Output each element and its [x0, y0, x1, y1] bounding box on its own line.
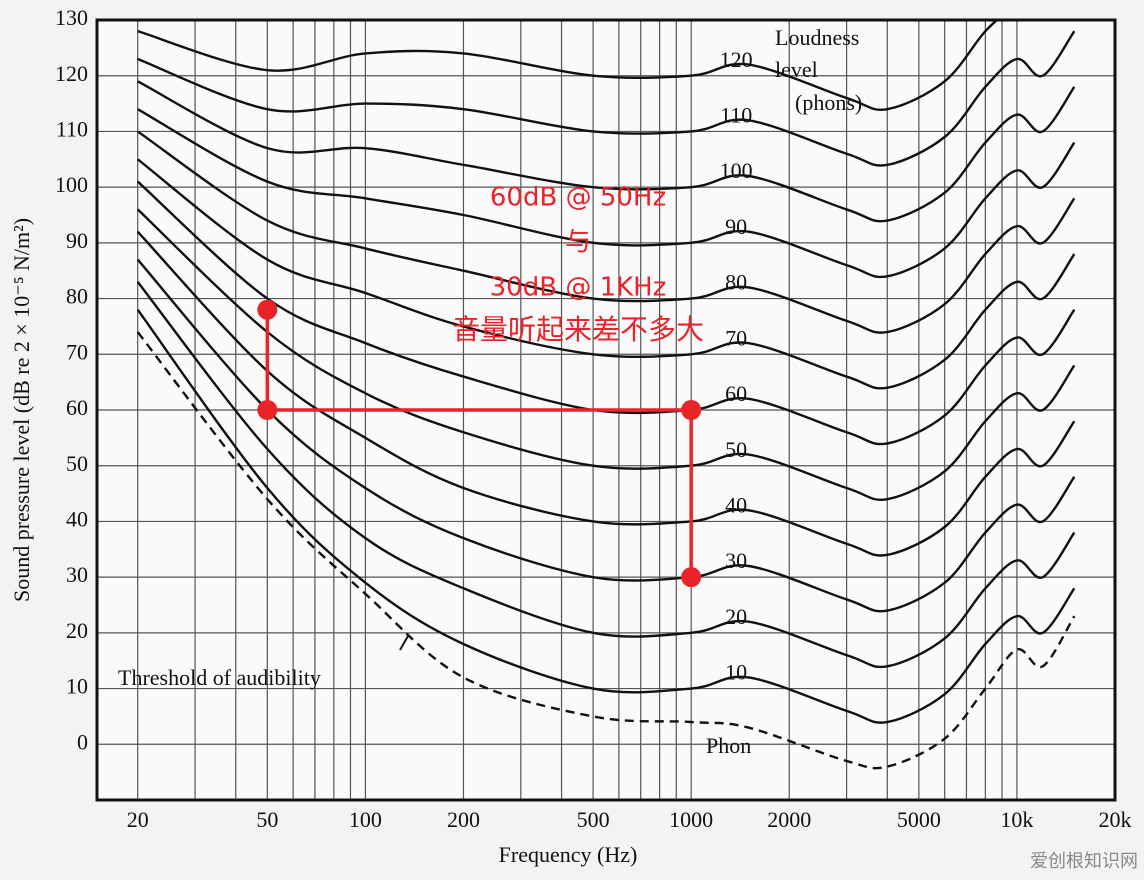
highlight-point: [257, 299, 278, 320]
y-tick-label: 50: [66, 451, 88, 476]
curve-label: 80: [725, 270, 747, 295]
curve-label: 40: [725, 492, 747, 517]
highlight-line: [265, 309, 693, 578]
loudness-curve: [137, 30, 1076, 167]
loudness-curve: [136, 208, 1076, 501]
loudness-curve: [136, 281, 1076, 669]
curve-label: 90: [725, 214, 747, 239]
curve-label: 110: [720, 102, 752, 127]
threshold-pointer: [399, 635, 409, 651]
y-tick-label: 110: [56, 116, 88, 141]
highlight-text: 与: [565, 228, 591, 258]
loudness-curve: [136, 258, 1076, 613]
loudness-curve: [136, 230, 1076, 557]
curve-label: 70: [725, 325, 747, 350]
threshold-label: Threshold of audibility: [118, 665, 321, 690]
highlight-point: [681, 567, 702, 588]
curves: [136, 20, 1076, 770]
y-tick-label: 40: [66, 506, 88, 531]
curve-label: 30: [725, 548, 747, 573]
y-tick-label: 30: [66, 562, 88, 587]
highlight-point: [681, 400, 702, 420]
legend-title: Loudness: [775, 25, 859, 50]
loudness-curve: [137, 108, 1076, 279]
loudness-curve: [137, 80, 1076, 223]
curve-label: 10: [725, 660, 747, 685]
y-tick-label: 100: [55, 172, 88, 197]
highlight-text: 音量听起来差不多大: [452, 313, 704, 346]
highlight-text: 30dB @ 1KHz: [490, 273, 667, 303]
x-tick-label: 10k: [1000, 807, 1033, 832]
loudness-curve: [137, 20, 999, 111]
y-tick-label: 80: [66, 284, 88, 309]
x-tick-label: 2000: [767, 807, 811, 832]
curve-label: 100: [720, 158, 753, 183]
y-tick-label: 130: [55, 5, 88, 30]
highlight-point: [257, 400, 278, 420]
watermark: 爱创根知识网: [1030, 851, 1138, 872]
x-tick-label: 1000: [669, 807, 713, 832]
x-tick-label: 200: [447, 807, 480, 832]
curve-label: 50: [725, 437, 747, 462]
curve-label: 20: [725, 604, 747, 629]
y-tick-label: 10: [66, 674, 88, 699]
y-tick-label: 90: [66, 228, 88, 253]
x-axis-title: Frequency (Hz): [499, 842, 638, 867]
x-tick-label: 100: [349, 807, 382, 832]
phon-label: Phon: [706, 733, 751, 758]
loudness-curve: [136, 309, 1076, 724]
loudness-curve: [136, 158, 1076, 390]
y-tick-label: 70: [66, 339, 88, 364]
y-tick-label: 20: [66, 618, 88, 643]
y-tick-label: 120: [55, 61, 88, 86]
x-tick-label: 20k: [1099, 807, 1132, 832]
x-tick-label: 5000: [897, 807, 941, 832]
y-tick-label: 0: [77, 729, 88, 754]
threshold-curve: [136, 331, 1076, 770]
x-tick-label: 20: [127, 807, 149, 832]
x-tick-label: 500: [577, 807, 610, 832]
legend-title: (phons): [795, 90, 862, 115]
x-tick-label: 50: [256, 807, 278, 832]
loudness-curve: [136, 180, 1076, 446]
curve-label: 120: [720, 47, 753, 72]
plot-frame: [95, 18, 1117, 802]
highlight-text: 60dB @ 50Hz: [490, 183, 666, 213]
loudness-curve: [137, 130, 1076, 334]
y-tick-label: 60: [66, 395, 88, 420]
curve-label: 60: [725, 381, 747, 406]
legend-title: level: [775, 57, 818, 82]
y-axis-title: Sound pressure level (dB re 2 × 10⁻⁵ N/m…: [9, 218, 34, 602]
